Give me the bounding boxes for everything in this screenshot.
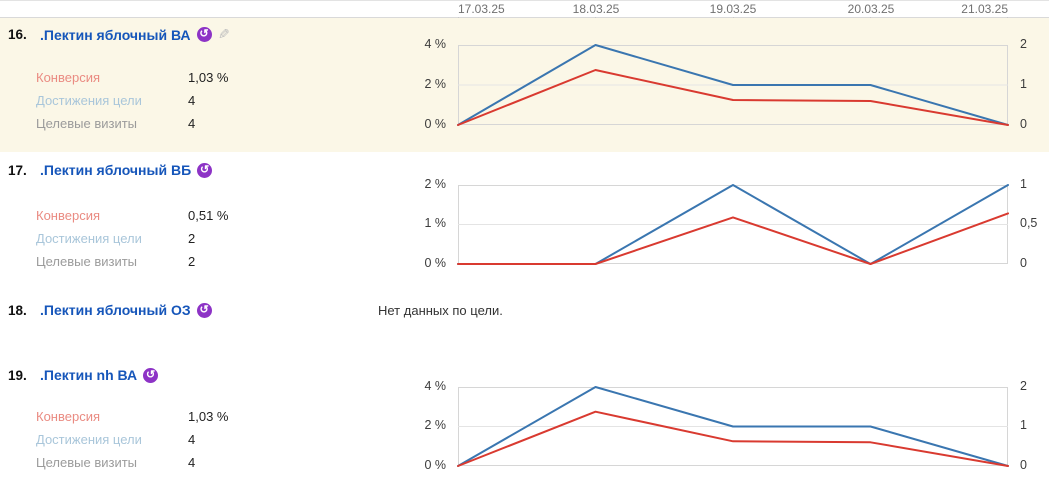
metric-label: Конверсия: [36, 208, 101, 223]
metric-value: 4: [188, 455, 196, 470]
y-axis-right-tick: 0: [1020, 117, 1027, 131]
line-chart-svg: [457, 44, 1009, 126]
goal-row-18: 18. .Пектин яблочный ОЗ ↺ Нет данных по …: [0, 290, 1049, 360]
date-label: 21.03.25: [961, 2, 1008, 16]
metric-goal-reaches: Достижения цели 4: [36, 432, 446, 450]
y-axis-right-tick: 1: [1020, 177, 1027, 191]
goal-number: 16.: [8, 27, 27, 42]
goal-title-link[interactable]: .Пектин яблочный ВА: [40, 26, 191, 43]
y-axis-left-tick: 4 %: [424, 379, 446, 393]
metric-conversion: Конверсия 1,03 %: [36, 70, 446, 88]
metric-label: Достижения цели: [36, 93, 142, 108]
y-axis-right-tick: 0: [1020, 458, 1027, 472]
metric-value: 4: [188, 93, 196, 108]
date-label: 18.03.25: [572, 2, 620, 16]
no-data-message: Нет данных по цели.: [378, 303, 503, 318]
date-label: 19.03.25: [709, 2, 757, 16]
metric-label: Целевые визиты: [36, 455, 138, 470]
date-label: 20.03.25: [847, 2, 895, 16]
goal-trend-chart[interactable]: [457, 44, 1009, 126]
retargeting-icon: ↺: [196, 302, 212, 318]
y-axis-left-tick: 4 %: [424, 37, 446, 51]
edit-pencil-icon[interactable]: ✎: [217, 26, 230, 42]
y-axis-left-tick: 2 %: [424, 418, 446, 432]
metric-value: 1,03 %: [188, 70, 229, 85]
metric-value: 2: [188, 254, 196, 269]
goal-row-16: 16. .Пектин яблочный ВА ↺ ✎ Конверсия 1,…: [0, 18, 1049, 152]
metric-label: Целевые визиты: [36, 116, 138, 131]
metric-label: Целевые визиты: [36, 254, 138, 269]
goal-trend-chart[interactable]: [457, 184, 1009, 265]
metric-value: 1,03 %: [188, 409, 229, 424]
line-chart-svg: [457, 386, 1009, 467]
retargeting-icon: ↺: [143, 367, 159, 383]
goal-title-link[interactable]: .Пектин nh ВА: [40, 367, 138, 383]
metric-conversion: Конверсия 1,03 %: [36, 409, 446, 427]
y-axis-right-tick: 1: [1020, 77, 1027, 91]
line-chart-svg: [457, 184, 1009, 265]
goal-title-link[interactable]: .Пектин яблочный ВБ: [40, 162, 192, 178]
date-label: 17.03.25: [458, 2, 505, 16]
metric-value: 4: [188, 116, 196, 131]
date-axis-line: [0, 17, 1049, 18]
metric-label: Конверсия: [36, 409, 101, 424]
retargeting-icon: ↺: [197, 162, 213, 178]
goal-row-19: 19. .Пектин nh ВА ↺ Конверсия 1,03 % Дос…: [0, 360, 1049, 489]
metric-conversion: Конверсия 0,51 %: [36, 208, 446, 226]
metric-value: 0,51 %: [188, 208, 229, 223]
goal-title-link[interactable]: .Пектин яблочный ОЗ: [40, 302, 191, 318]
y-axis-right-tick: 0: [1020, 256, 1027, 270]
y-axis-right-tick: 2: [1020, 37, 1027, 51]
goal-number: 19.: [8, 367, 27, 383]
top-divider: [0, 0, 1049, 1]
y-axis-left-tick: 0 %: [424, 117, 446, 131]
metric-target-visits: Целевые визиты 4: [36, 455, 446, 473]
y-axis-left-tick: 0 %: [424, 256, 446, 270]
metric-value: 4: [188, 432, 196, 447]
metric-label: Достижения цели: [36, 231, 142, 246]
y-axis-left-tick: 1 %: [424, 216, 446, 230]
goal-trend-chart[interactable]: [457, 386, 1009, 467]
metric-label: Конверсия: [36, 70, 101, 85]
y-axis-right-tick: 0,5: [1020, 216, 1038, 230]
metric-label: Достижения цели: [36, 432, 142, 447]
metric-goal-reaches: Достижения цели 4: [36, 93, 446, 111]
y-axis-right-tick: 2: [1020, 379, 1027, 393]
metric-target-visits: Целевые визиты 4: [36, 116, 446, 134]
goal-number: 18.: [8, 302, 27, 318]
retargeting-icon: ↺: [196, 27, 212, 42]
y-axis-left-tick: 2 %: [424, 77, 446, 91]
goal-number: 17.: [8, 162, 27, 178]
goal-row-17: 17. .Пектин яблочный ВБ ↺ Конверсия 0,51…: [0, 152, 1049, 290]
metric-value: 2: [188, 231, 196, 246]
y-axis-left-tick: 0 %: [424, 458, 446, 472]
metric-goal-reaches: Достижения цели 2: [36, 231, 446, 249]
y-axis-left-tick: 2 %: [424, 177, 446, 191]
metric-target-visits: Целевые визиты 2: [36, 254, 446, 272]
y-axis-right-tick: 1: [1020, 418, 1027, 432]
